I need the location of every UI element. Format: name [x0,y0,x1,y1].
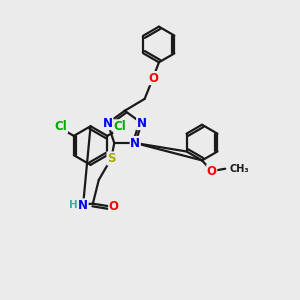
Text: N: N [78,199,88,212]
Text: Cl: Cl [114,120,126,133]
Text: O: O [109,200,119,213]
Text: O: O [148,72,158,85]
Text: N: N [103,117,113,130]
Text: N: N [137,117,147,130]
Text: CH₃: CH₃ [230,164,249,174]
Text: H: H [69,200,78,210]
Text: O: O [207,165,217,178]
Text: S: S [107,152,116,165]
Text: N: N [130,136,140,149]
Text: Cl: Cl [55,120,68,133]
